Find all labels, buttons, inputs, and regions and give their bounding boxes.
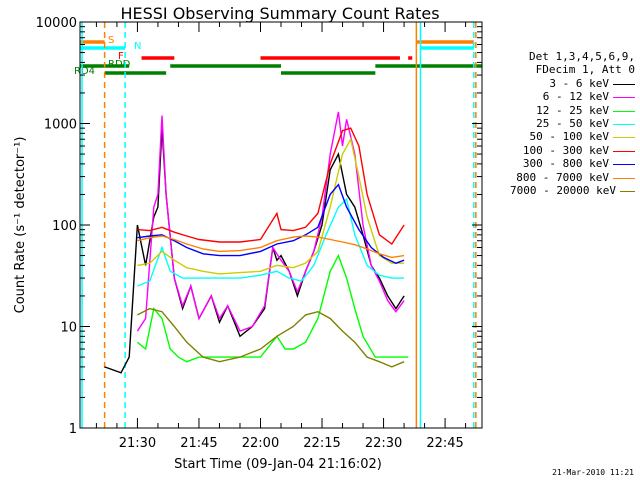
chart-title: HESSI Observing Summary Count Rates [120, 4, 439, 23]
legend-entry-label: 12 - 25 keV [536, 103, 609, 117]
series-line [137, 127, 405, 246]
series-line [137, 183, 405, 264]
series-line [104, 128, 405, 374]
x-tick-label: 22:00 [242, 436, 279, 451]
legend-swatch [613, 97, 635, 99]
series-line [137, 197, 405, 287]
legend-entry-label: 100 - 300 keV [522, 143, 609, 157]
flag-label: RD4 [74, 66, 95, 77]
legend-swatch [613, 124, 635, 126]
x-axis: 21:30 21:45 22:00 22:15 22:30 22:45 [95, 22, 467, 451]
legend-entry-label: 25 - 50 keV [536, 117, 609, 131]
legend-entry: 50 - 100 keV [510, 130, 635, 143]
series-lines [104, 111, 409, 374]
legend-entry: 7000 - 20000 keV [510, 184, 635, 197]
flag-label: N [134, 41, 141, 52]
legend-entry: 3 - 6 keV [510, 77, 635, 90]
series-line [137, 235, 405, 259]
legend-items: 3 - 6 keV 6 - 12 keV 12 - 25 keV 25 - 50 ke… [510, 77, 635, 198]
legend-entry-label: 800 - 7000 keV [516, 170, 609, 184]
vertical-markers [81, 22, 477, 428]
legend-header-line-1: Det 1,3,4,5,6,9, [529, 50, 635, 63]
legend-entry: 100 - 300 keV [510, 144, 635, 157]
date-stamp: 21-Mar-2010 11:21 [552, 468, 634, 477]
legend-header-line-2: FDecim 1, Att 0 [535, 63, 635, 77]
y-tick-label: 10000 [36, 16, 77, 31]
legend-entry: 12 - 25 keV [510, 104, 635, 117]
legend-entry-label: 50 - 100 keV [529, 130, 609, 144]
legend-swatch [613, 164, 635, 166]
legend-entry-label: 6 - 12 keV [542, 90, 609, 104]
y-axis-label: Count Rate (s⁻¹ detector⁻¹) [13, 137, 28, 314]
plot-frame [79, 21, 483, 429]
legend-swatch [613, 137, 635, 139]
legend-swatch [613, 177, 635, 179]
legend: Det 1,3,4,5,6,9, FDecim 1, Att 0 3 - 6 k… [510, 50, 635, 197]
y-tick-label: 1000 [44, 118, 77, 133]
flag-label: RDD [108, 59, 131, 70]
legend-entry: 800 - 7000 keV [510, 171, 635, 184]
legend-entry: 6 - 12 keV [510, 90, 635, 103]
legend-entry: 300 - 800 keV [510, 157, 635, 170]
series-line [136, 111, 405, 332]
y-axis: 1 10 100 1000 10000 [36, 16, 482, 437]
series-line [136, 253, 409, 363]
legend-entry-label: 300 - 800 keV [522, 157, 609, 171]
legend-swatch [619, 191, 635, 193]
series-line [137, 307, 405, 368]
legend-entry: 25 - 50 keV [510, 117, 635, 130]
legend-entry-label: 3 - 6 keV [549, 76, 609, 90]
y-tick-label: 1 [69, 422, 77, 437]
y-tick-label: 10 [60, 321, 77, 336]
x-axis-label: Start Time (09-Jan-04 21:16:02) [174, 457, 382, 472]
y-tick-label: 100 [52, 219, 77, 234]
x-tick-label: 21:30 [119, 436, 156, 451]
x-tick-label: 22:15 [303, 436, 340, 451]
x-tick-label: 22:45 [426, 436, 463, 451]
series-line [137, 137, 405, 275]
legend-entry-label: 7000 - 20000 keV [510, 184, 616, 198]
x-tick-label: 22:30 [365, 436, 402, 451]
legend-swatch [613, 110, 635, 112]
x-tick-label: 21:45 [180, 436, 217, 451]
legend-swatch [613, 150, 635, 152]
flag-label: S [108, 35, 114, 46]
flag-label: F [118, 51, 124, 62]
legend-swatch [613, 83, 635, 85]
